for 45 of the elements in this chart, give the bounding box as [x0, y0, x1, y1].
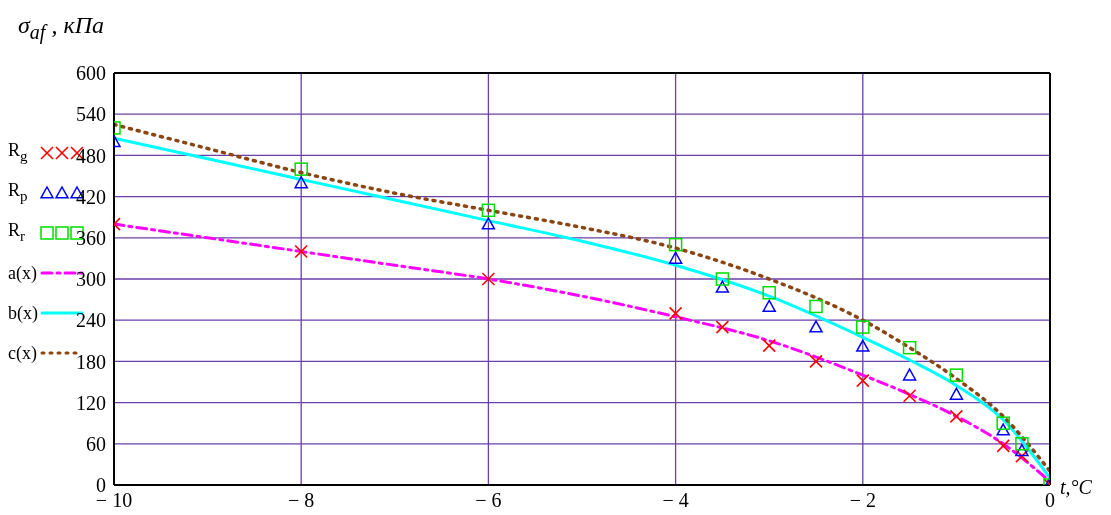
y-tick-label: 480	[76, 144, 106, 167]
point	[996, 423, 1010, 436]
point	[668, 251, 683, 264]
y-tick-label: 240	[76, 309, 106, 332]
legend-label: a(x)	[8, 263, 38, 283]
y-tick-label: 360	[76, 226, 106, 249]
x-tick-label: − 2	[849, 489, 876, 512]
point	[294, 176, 308, 189]
point	[856, 320, 870, 334]
legend-label: R$_{p}$	[8, 180, 29, 206]
y-tick-label: 600	[76, 62, 106, 85]
point	[809, 299, 823, 314]
legend-label: R$_{r}$	[8, 220, 26, 246]
y-tick-label: 300	[76, 268, 106, 291]
x-tick-label: − 4	[662, 489, 689, 512]
point	[762, 299, 776, 313]
point	[715, 272, 730, 286]
x-tick-label: − 6	[475, 489, 502, 512]
point	[762, 285, 776, 300]
y-tick-label: 540	[76, 103, 106, 126]
point	[856, 339, 870, 352]
point	[668, 237, 683, 252]
point	[949, 387, 964, 400]
point	[481, 203, 496, 218]
point	[809, 320, 823, 333]
x-axis-title: t,°C	[1060, 476, 1092, 499]
y-tick-label: 120	[76, 391, 106, 414]
point	[294, 162, 308, 176]
y-tick-label: 180	[76, 350, 106, 373]
y-tick-label: 420	[76, 185, 106, 208]
point	[715, 280, 730, 293]
point	[949, 368, 964, 382]
point	[1015, 443, 1029, 457]
legend-label: R$_{g}$	[8, 140, 29, 166]
point	[902, 340, 917, 355]
point	[481, 217, 496, 230]
point	[996, 416, 1010, 430]
point	[1015, 437, 1029, 451]
y-axis-title: σ$_{af}$ , кПа	[18, 12, 104, 43]
point	[902, 368, 917, 381]
x-tick-label: 0	[1045, 489, 1055, 512]
x-tick-label: − 8	[288, 489, 315, 512]
legend-label: c(x)	[8, 343, 38, 363]
legend-label: b(x)	[8, 303, 38, 323]
y-tick-label: 60	[86, 432, 106, 455]
